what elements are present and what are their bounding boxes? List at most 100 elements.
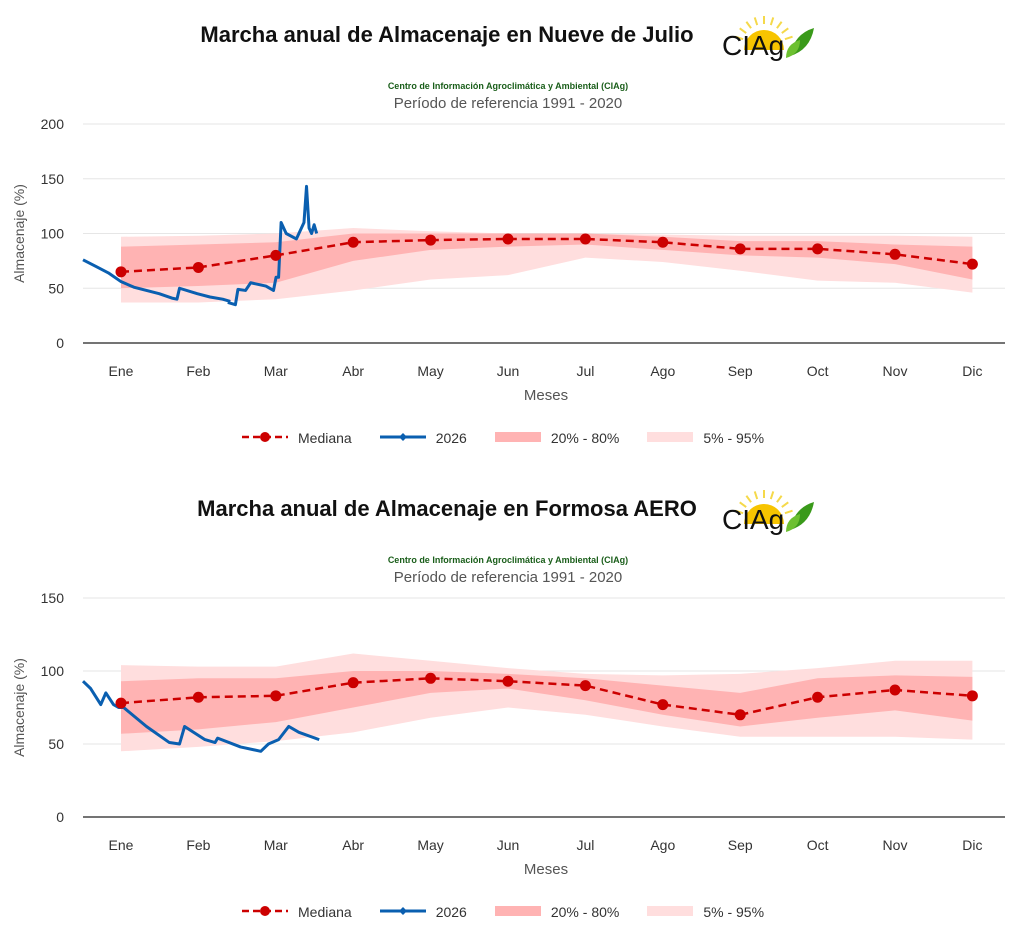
- median-point: [657, 236, 669, 248]
- chart-source: Centro de Información Agroclimática y Am…: [387, 555, 629, 565]
- y-axis-label: Almacenaje (%): [11, 658, 27, 757]
- chart-source: Centro de Información Agroclimática y Am…: [387, 81, 629, 91]
- x-tick-label: Jun: [497, 363, 520, 379]
- reference-period: Período de referencia 1991 - 2020: [393, 95, 623, 112]
- median-point: [192, 261, 204, 273]
- svg-text:CIAg: CIAg: [722, 30, 784, 61]
- median-point: [966, 690, 978, 702]
- legend-item-5-95[interactable]: 5% - 95%: [645, 904, 764, 920]
- x-tick-label: Sep: [728, 363, 753, 379]
- legend-label: 20% - 80%: [550, 904, 620, 920]
- ciag-logo: CIAg: [716, 486, 816, 538]
- legend-swatch-icon: [240, 430, 290, 446]
- x-tick-label: Abr: [342, 837, 364, 853]
- median-point: [812, 243, 824, 255]
- median-point: [425, 672, 437, 684]
- x-tick-label: Nov: [883, 363, 908, 379]
- x-tick-label: Oct: [807, 837, 829, 853]
- legend-item-5-95[interactable]: 5% - 95%: [645, 430, 764, 446]
- median-point: [270, 249, 282, 261]
- legend-swatch-icon: [240, 904, 290, 920]
- median-line: [120, 677, 973, 717]
- y-tick-label: 100: [41, 226, 65, 242]
- y-tick-label: 100: [41, 663, 65, 679]
- x-tick-label: Ago: [650, 363, 675, 379]
- x-tick-label: Dic: [962, 363, 982, 379]
- y-tick-label: 50: [48, 280, 64, 296]
- x-tick-label: Jul: [576, 837, 594, 853]
- series-2026-line: [81, 680, 320, 753]
- x-tick-label: Jun: [497, 837, 520, 853]
- median-point: [579, 680, 591, 692]
- x-tick-label: Feb: [186, 363, 210, 379]
- y-axis-label: Almacenaje (%): [11, 184, 27, 283]
- legend-item-2026[interactable]: 2026: [378, 904, 467, 920]
- x-tick-label: Abr: [342, 363, 364, 379]
- legend-label: 2026: [435, 904, 467, 920]
- x-tick-label: Feb: [186, 837, 210, 853]
- legend-swatch-icon: [378, 904, 428, 920]
- legend-label: 20% - 80%: [550, 430, 620, 446]
- median-point: [347, 677, 359, 689]
- x-tick-label: Ene: [109, 363, 134, 379]
- x-tick-label: Oct: [807, 363, 829, 379]
- legend-label: Mediana: [298, 430, 352, 446]
- legend-swatch-icon: [645, 430, 695, 446]
- legend-swatch-icon: [378, 430, 428, 446]
- chart-title: Marcha anual de Almacenaje en Nueve de J…: [200, 22, 694, 47]
- median-point: [115, 266, 127, 278]
- median-point: [347, 236, 359, 248]
- legend-item-20-80[interactable]: 20% - 80%: [493, 430, 619, 446]
- x-tick-label: Jul: [576, 363, 594, 379]
- x-tick-label: Mar: [264, 837, 288, 853]
- legend-item-mediana[interactable]: Mediana: [240, 430, 352, 446]
- legend-item-2026[interactable]: 2026: [378, 430, 467, 446]
- y-tick-label: 200: [41, 116, 65, 132]
- legend-label: 5% - 95%: [703, 904, 765, 920]
- median-point: [270, 690, 282, 702]
- legend: Mediana 2026 20% - 80% 5% - 95%: [240, 904, 764, 920]
- legend-label: Mediana: [298, 904, 352, 920]
- median-point: [425, 234, 437, 246]
- legend-label: 2026: [435, 430, 467, 446]
- plot-area: 0 50 100 150 200 Almacenaje (%) Ene Feb Mar Abr Ma…: [11, 116, 1005, 404]
- reference-period: Período de referencia 1991 - 2020: [393, 569, 623, 586]
- median-point: [579, 233, 591, 245]
- median-point: [889, 248, 901, 260]
- median-point: [502, 233, 514, 245]
- median-point: [734, 709, 746, 721]
- median-point: [657, 699, 669, 711]
- median-point: [115, 697, 127, 709]
- chart-panel-nueve-de-julio: Marcha anual de Almacenaje en Nueve de J…: [11, 12, 1005, 446]
- y-tick-label: 50: [48, 736, 64, 752]
- x-tick-label: Mar: [264, 363, 288, 379]
- x-tick-label: May: [417, 363, 443, 379]
- y-tick-label: 150: [41, 171, 65, 187]
- median-point: [502, 675, 514, 687]
- x-tick-label: Dic: [962, 837, 982, 853]
- x-axis-label: Meses: [524, 861, 568, 878]
- median-point: [889, 684, 901, 696]
- chart-panel-formosa: Marcha anual de Almacenaje en Formosa AE…: [0, 474, 1024, 938]
- median-point: [192, 691, 204, 703]
- plot-area: 0 50 100 150 Almacenaje (%) Ene Feb Mar Abr May Ju…: [11, 590, 1005, 878]
- legend-swatch-icon: [645, 904, 695, 920]
- series-2026-line: [82, 258, 231, 303]
- x-tick-label: Nov: [883, 837, 908, 853]
- svg-text:CIAg: CIAg: [722, 504, 784, 535]
- legend-label: 5% - 95%: [703, 430, 765, 446]
- x-tick-label: Ene: [109, 837, 134, 853]
- x-tick-label: May: [417, 837, 443, 853]
- legend-swatch-icon: [493, 904, 543, 920]
- legend-swatch-icon: [493, 430, 543, 446]
- y-tick-label: 150: [41, 590, 65, 606]
- y-tick-label: 0: [56, 335, 64, 351]
- legend-item-20-80[interactable]: 20% - 80%: [493, 904, 619, 920]
- legend: Mediana 2026 20% - 80% 5% - 95%: [240, 430, 764, 446]
- series-2026-line: [227, 184, 319, 307]
- ciag-logo: CIAg: [716, 12, 816, 64]
- legend-item-mediana[interactable]: Mediana: [240, 904, 352, 920]
- chart-title: Marcha anual de Almacenaje en Formosa AE…: [197, 496, 697, 521]
- median-point: [734, 243, 746, 255]
